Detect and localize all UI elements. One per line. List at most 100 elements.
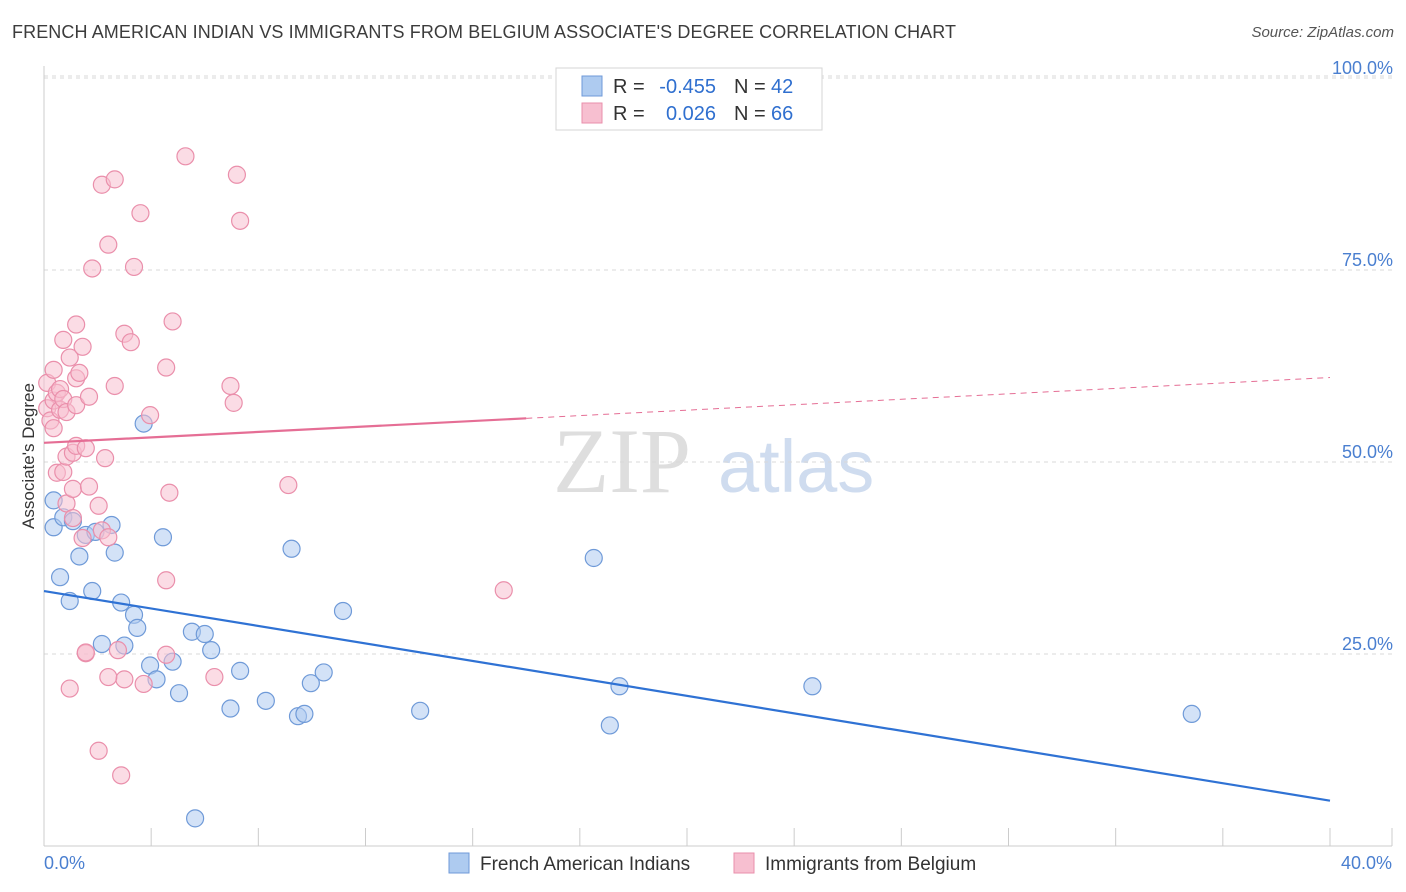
stats-legend-r-label-blue: R = [613, 76, 645, 98]
stats-legend-swatch-blue [581, 75, 603, 97]
pink-point-53 [160, 483, 179, 502]
y-tick-label-50: 50.0% [1342, 442, 1393, 462]
pink-point-29 [76, 439, 95, 458]
pink-point-38 [99, 235, 118, 254]
stats-legend-swatch-pink [581, 102, 603, 124]
y-tick-label-75: 75.0% [1342, 250, 1393, 270]
pink-point-24 [67, 315, 86, 334]
chart-title: FRENCH AMERICAN INDIAN VS IMMIGRANTS FRO… [12, 22, 957, 42]
blue-point-26 [202, 641, 221, 660]
blue-point-30 [282, 539, 301, 558]
blue-point-35 [333, 601, 353, 621]
pink-point-12 [54, 330, 73, 349]
blue-trend-line [43, 589, 1331, 802]
pink-point-30 [79, 477, 99, 496]
blue-point-22 [169, 684, 189, 703]
pink-point-51 [157, 358, 176, 377]
blue-point-12 [105, 543, 124, 562]
pink-point-41 [105, 376, 124, 396]
blue-point-16 [128, 618, 147, 637]
pink-point-32 [83, 259, 102, 278]
pink-point-61 [279, 475, 298, 495]
pink-point-39 [99, 528, 118, 547]
pink-point-62 [494, 581, 513, 600]
pink-point-40 [105, 170, 124, 189]
blue-point-34 [314, 663, 333, 682]
pink-point-5 [44, 360, 63, 379]
blue-point-25 [195, 624, 214, 644]
series-legend-swatch-pink [733, 852, 755, 874]
series-legend-swatch-blue [448, 852, 470, 874]
y-axis-label: Associate's Degree [19, 383, 38, 529]
pink-point-33 [89, 496, 108, 515]
pink-point-27 [73, 337, 92, 356]
pink-point-65 [99, 667, 118, 687]
axes [43, 66, 1392, 847]
blue-point-24 [186, 809, 205, 828]
pink-point-55 [176, 147, 195, 166]
pink-point-52 [157, 571, 176, 590]
pink-point-20 [63, 508, 83, 528]
pink-point-17 [60, 679, 79, 698]
pink-point-57 [221, 376, 240, 396]
pink-point-48 [131, 204, 150, 223]
gridlines [44, 75, 1392, 655]
x-tick-label-max: 40.0% [1341, 853, 1392, 873]
pink-point-59 [227, 165, 246, 184]
blue-point-29 [256, 691, 275, 710]
stats-legend-n-label-blue: N = [734, 76, 766, 98]
blue-point-40 [803, 677, 822, 696]
trend-lines [43, 377, 1331, 802]
watermark-zip: ZIP [553, 410, 691, 512]
blue-point-20 [153, 528, 173, 547]
blue-point-33 [301, 674, 320, 693]
series-legend: French American Indians Immigrants from … [448, 852, 976, 875]
stats-legend-n-value-pink: 66 [771, 103, 793, 125]
pink-point-63 [157, 645, 176, 664]
pink-point-64 [76, 643, 95, 662]
blue-point-2 [50, 568, 70, 587]
y-tick-labels: 25.0% 50.0% 75.0% 100.0% [1332, 58, 1393, 654]
blue-point-41 [1182, 704, 1201, 724]
x-tick-label-min: 0.0% [44, 853, 85, 873]
pink-trend-line-solid [43, 417, 527, 444]
series-legend-label-blue: French American Indians [480, 854, 690, 875]
pink-point-47 [124, 257, 144, 277]
blue-point-38 [600, 716, 619, 735]
pink-point-46 [121, 333, 140, 352]
pink-point-42 [108, 641, 128, 660]
blue-point-27 [221, 699, 240, 718]
pink-point-16 [60, 348, 79, 367]
series-legend-label-pink: Immigrants from Belgium [765, 854, 976, 875]
stats-legend-r-value-blue: -0.455 [659, 76, 716, 98]
blue-point-37 [584, 548, 603, 568]
pink-point-11 [54, 462, 73, 482]
y-tick-label-25: 25.0% [1342, 634, 1393, 654]
pink-point-34 [89, 741, 108, 760]
stats-legend-r-value-pink: 0.026 [666, 103, 716, 125]
stats-legend-n-value-blue: 42 [771, 76, 793, 98]
pink-point-19 [63, 479, 83, 498]
pink-point-45 [115, 670, 134, 689]
pink-point-60 [231, 211, 250, 230]
blue-point-28 [231, 661, 250, 680]
pink-point-31 [79, 387, 99, 406]
blue-point-6 [70, 547, 89, 566]
series-french-american-indians [44, 414, 1201, 828]
series-immigrants-from-belgium [38, 147, 513, 785]
blue-point-10 [92, 634, 111, 654]
blue-point-32 [295, 704, 314, 724]
pink-point-4 [44, 419, 63, 438]
stats-legend-r-label-pink: R = [613, 103, 645, 125]
chart-source: Source: ZipAtlas.com [1251, 24, 1394, 41]
pink-point-54 [163, 312, 182, 331]
pink-point-49 [134, 674, 153, 694]
blue-point-36 [411, 701, 430, 720]
pink-point-58 [224, 393, 243, 412]
pink-point-37 [95, 449, 115, 468]
pink-point-50 [140, 406, 160, 425]
y-tick-label-100: 100.0% [1332, 58, 1393, 78]
pink-point-56 [205, 667, 224, 687]
watermark-atlas: atlas [718, 425, 874, 508]
